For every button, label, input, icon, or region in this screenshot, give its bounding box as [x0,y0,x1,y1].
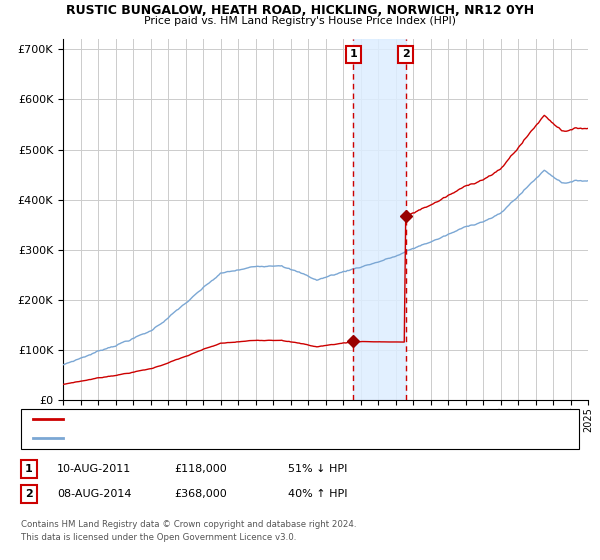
Text: 2: 2 [25,489,32,499]
Text: Contains HM Land Registry data © Crown copyright and database right 2024.: Contains HM Land Registry data © Crown c… [21,520,356,529]
Text: Price paid vs. HM Land Registry's House Price Index (HPI): Price paid vs. HM Land Registry's House … [144,16,456,26]
Text: 2: 2 [402,49,410,59]
Bar [353,39,406,400]
Text: This data is licensed under the Open Government Licence v3.0.: This data is licensed under the Open Gov… [21,533,296,542]
Text: RUSTIC BUNGALOW, HEATH ROAD, HICKLING, NORWICH, NR12 0YH (detached house): RUSTIC BUNGALOW, HEATH ROAD, HICKLING, N… [69,414,496,424]
Text: £368,000: £368,000 [174,489,227,499]
Text: 40% ↑ HPI: 40% ↑ HPI [288,489,347,499]
Text: 08-AUG-2014: 08-AUG-2014 [57,489,131,499]
Text: 1: 1 [349,49,357,59]
Text: £118,000: £118,000 [174,464,227,474]
Text: RUSTIC BUNGALOW, HEATH ROAD, HICKLING, NORWICH, NR12 0YH: RUSTIC BUNGALOW, HEATH ROAD, HICKLING, N… [66,4,534,17]
Text: 10-AUG-2011: 10-AUG-2011 [57,464,131,474]
Text: 51% ↓ HPI: 51% ↓ HPI [288,464,347,474]
Text: HPI: Average price, detached house, North Norfolk: HPI: Average price, detached house, Nort… [69,433,320,443]
Text: 1: 1 [25,464,32,474]
